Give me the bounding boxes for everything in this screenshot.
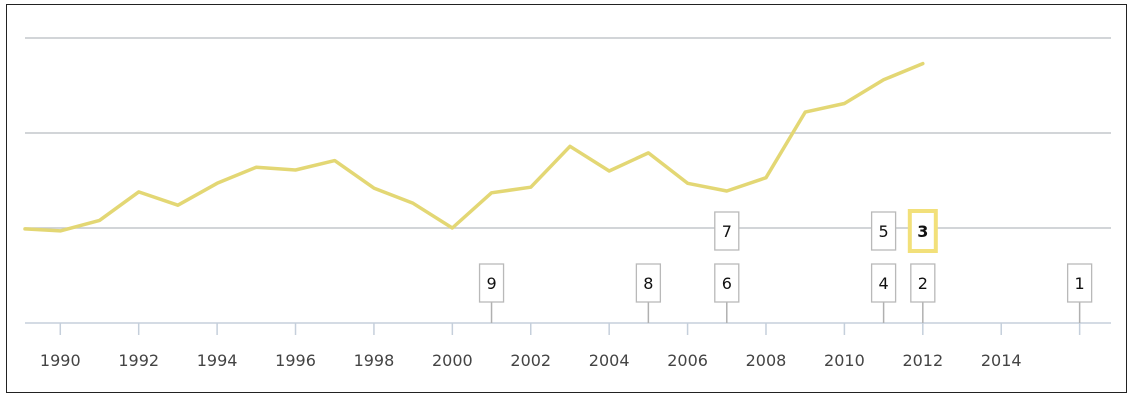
x-tick-label: 1998 [354, 351, 395, 370]
x-tick-label: 2010 [824, 351, 865, 370]
event-marker-5-label[interactable]: 5 [879, 222, 889, 241]
event-marker-6-box[interactable] [714, 263, 740, 303]
line-chart: 1990 1992 1994 1996 1998 2000 2002 2004 2006 2008… [23, 37, 1111, 370]
x-tick-label: 2014 [981, 351, 1022, 370]
event-marker-4-box[interactable] [870, 263, 897, 303]
event-marker-6-label[interactable]: 6 [722, 274, 732, 293]
event-marker-8-box[interactable] [635, 263, 662, 303]
event-marker-3-label[interactable]: 3 [917, 222, 928, 241]
x-tick-label: 2002 [510, 351, 551, 370]
event-marker-7-box[interactable] [714, 211, 740, 251]
event-marker-9-box[interactable] [478, 263, 505, 303]
x-tick-label: 2008 [746, 351, 787, 370]
event-marker-9-label[interactable]: 9 [486, 274, 496, 293]
x-tick-label: 1996 [275, 351, 316, 370]
event-marker-8-label[interactable]: 8 [643, 274, 653, 293]
event-marker-4-label[interactable]: 4 [879, 274, 889, 293]
event-marker-2-label[interactable]: 2 [918, 274, 928, 293]
event-marker-7-label[interactable]: 7 [722, 222, 732, 241]
event-marker-2-box[interactable] [910, 263, 936, 303]
x-tick-label: 2012 [902, 351, 943, 370]
event-marker-1-label[interactable]: 1 [1075, 274, 1085, 293]
x-tick-label: 1992 [118, 351, 159, 370]
x-tick-label: 2004 [589, 351, 630, 370]
series-line [23, 61, 925, 233]
event-marker-3-box[interactable] [907, 209, 938, 253]
event-marker-1-box[interactable] [1066, 263, 1093, 303]
x-tick-label: 1994 [197, 351, 238, 370]
x-tick-label: 2006 [667, 351, 708, 370]
x-tick-label: 2000 [432, 351, 473, 370]
x-tick-label: 1990 [40, 351, 81, 370]
chart-frame: 1990 1992 1994 1996 1998 2000 2002 2004 2006 2008… [6, 4, 1127, 393]
event-marker-5-box[interactable] [870, 211, 897, 251]
